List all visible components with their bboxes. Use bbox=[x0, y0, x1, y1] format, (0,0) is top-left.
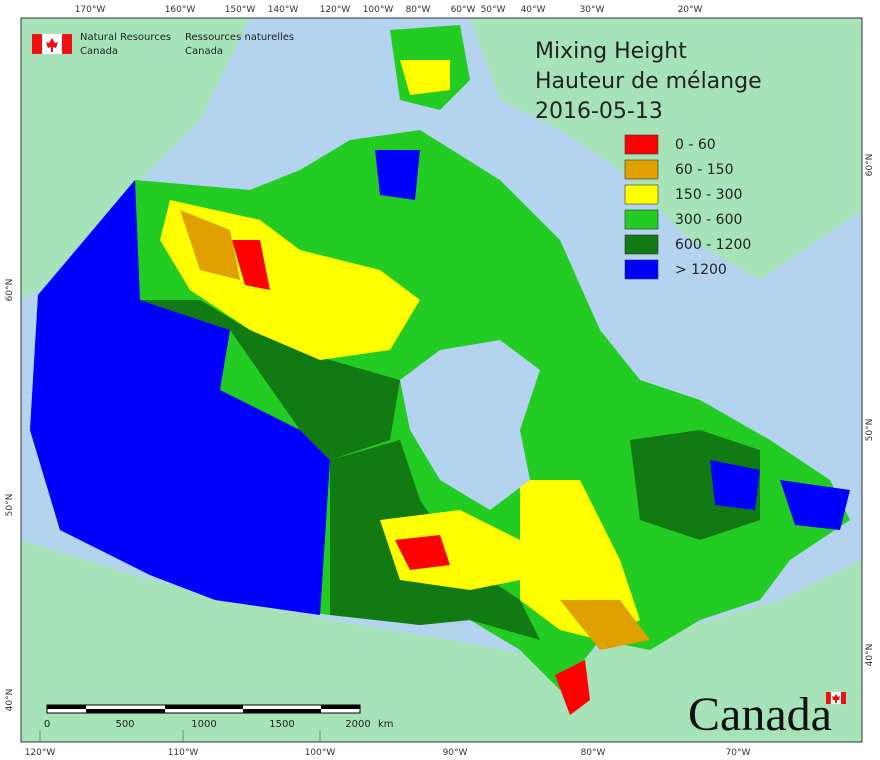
title: 2016-05-13 bbox=[535, 99, 663, 124]
lat-label-left: 40°N bbox=[5, 689, 15, 712]
lon-label-top: 40°W bbox=[521, 5, 546, 15]
legend-label: > 1200 bbox=[675, 262, 727, 278]
lon-label-top: 140°W bbox=[268, 5, 299, 15]
scale-label: 2000 bbox=[345, 719, 370, 730]
scale-bar: 0 500 1000 1500 2000 km bbox=[44, 704, 394, 730]
ontario-yellow bbox=[380, 510, 520, 590]
scale-label: 1000 bbox=[191, 719, 216, 730]
org-fr: Canada bbox=[185, 46, 223, 57]
usa-land bbox=[21, 540, 862, 742]
north-red bbox=[232, 240, 270, 290]
north-orange bbox=[180, 210, 240, 280]
lat-label-right: 40°N bbox=[865, 644, 875, 667]
legend-swatch bbox=[624, 234, 659, 255]
lon-label-bottom: 110°W bbox=[168, 748, 199, 758]
scale-label: 500 bbox=[115, 719, 134, 730]
maritime-blue bbox=[780, 480, 850, 530]
hudson-bay bbox=[400, 340, 540, 510]
map-area bbox=[21, 18, 862, 742]
org-en: Canada bbox=[80, 46, 118, 57]
lat-label-left: 50°N bbox=[5, 494, 15, 517]
lon-label-top: 20°W bbox=[678, 5, 703, 15]
title: Mixing Height bbox=[535, 39, 687, 64]
greenland bbox=[470, 18, 862, 280]
logo bbox=[32, 34, 72, 54]
frame bbox=[20, 17, 863, 743]
lon-label-top: 60°W bbox=[451, 5, 476, 15]
legend-label: 60 - 150 bbox=[675, 162, 734, 178]
lon-label-top: 170°W bbox=[75, 5, 106, 15]
scale-label: 1500 bbox=[269, 719, 294, 730]
lon-label-top: 50°W bbox=[481, 5, 506, 15]
arctic-blue bbox=[375, 150, 420, 200]
title: Hauteur de mélange bbox=[535, 69, 762, 94]
lon-label-top: 100°W bbox=[363, 5, 394, 15]
legend-label: 150 - 300 bbox=[675, 187, 742, 203]
wordmark-flag bbox=[826, 691, 846, 705]
lon-label-top: 30°W bbox=[580, 5, 605, 15]
lat-label-right: 60°N bbox=[865, 154, 875, 177]
west-high bbox=[30, 180, 330, 615]
ellesmere-yellow bbox=[400, 60, 450, 95]
prairie-green bbox=[140, 300, 400, 460]
lon-label-bottom: 90°W bbox=[443, 748, 468, 758]
lon-label-top: 160°W bbox=[165, 5, 196, 15]
lon-label-top: 150°W bbox=[225, 5, 256, 15]
wordmark: Canada bbox=[688, 688, 832, 741]
legend-swatch bbox=[624, 159, 659, 180]
east-green bbox=[630, 430, 760, 540]
legend-swatch bbox=[624, 209, 659, 230]
ontario-red bbox=[395, 535, 450, 570]
lon-label-top: 80°W bbox=[406, 5, 431, 15]
lon-label-bottom: 100°W bbox=[305, 748, 336, 758]
scale-label: 0 bbox=[44, 719, 50, 730]
lon-label-bottom: 120°W bbox=[25, 748, 56, 758]
legend-swatch bbox=[624, 134, 659, 155]
graticule-labels: 170°W 160°W 150°W 140°W 120°W 100°W 80°W 60°W 50… bbox=[5, 5, 875, 758]
legend-label: 300 - 600 bbox=[675, 212, 742, 228]
lon-label-top: 120°W bbox=[320, 5, 351, 15]
south-orange bbox=[560, 600, 650, 650]
legend-swatch bbox=[624, 184, 659, 205]
scale-unit: km bbox=[378, 719, 394, 730]
org-en: Natural Resources bbox=[80, 32, 171, 43]
lon-label-bottom: 80°W bbox=[581, 748, 606, 758]
lat-label-right: 50°N bbox=[865, 419, 875, 442]
south-red bbox=[555, 660, 590, 715]
alaska-land bbox=[21, 18, 250, 300]
legend-label: 0 - 60 bbox=[675, 137, 716, 153]
legend-swatch bbox=[624, 259, 659, 280]
legend-label: 600 - 1200 bbox=[675, 237, 751, 253]
legend: 0 - 60 60 - 150 150 - 300 300 - 600 600 - 12… bbox=[624, 134, 751, 280]
lat-label-left: 60°N bbox=[5, 279, 15, 302]
org-fr: Ressources naturelles bbox=[185, 32, 294, 43]
lon-label-bottom: 70°W bbox=[726, 748, 751, 758]
east-blue bbox=[710, 460, 760, 510]
